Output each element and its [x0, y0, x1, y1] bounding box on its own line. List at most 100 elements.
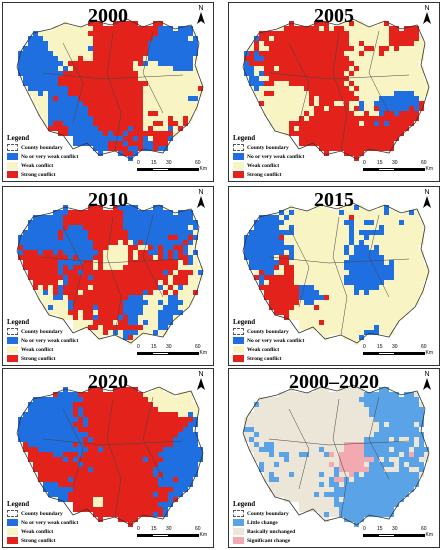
- map-cell: [183, 300, 188, 305]
- map-cell: [128, 270, 133, 275]
- map-cell: [274, 31, 279, 36]
- map-cell: [163, 260, 168, 265]
- map-cell: [173, 260, 178, 265]
- map-cell: [384, 462, 389, 467]
- map-cell: [178, 467, 183, 472]
- map-cell: [319, 61, 324, 66]
- map-cell: [153, 422, 158, 427]
- map-cell: [309, 462, 314, 467]
- map-cell: [123, 462, 128, 467]
- map-cell: [399, 220, 404, 225]
- map-cell: [33, 215, 38, 220]
- map-cell: [349, 432, 354, 437]
- map-cell: [379, 71, 384, 76]
- map-cell: [319, 71, 324, 76]
- map-cell: [53, 457, 58, 462]
- map-cell: [349, 512, 354, 517]
- map-cell: [314, 210, 319, 215]
- map-cell: [73, 310, 78, 315]
- map-cell: [58, 86, 63, 91]
- map-cell: [78, 81, 83, 86]
- map-cell: [334, 295, 339, 300]
- map-cell: [339, 417, 344, 422]
- map-cell: [284, 437, 289, 442]
- map-cell: [364, 467, 369, 472]
- map-cell: [88, 290, 93, 295]
- map-cell: [419, 437, 424, 442]
- map-cell: [43, 402, 48, 407]
- map-cell: [168, 91, 173, 96]
- map-cell: [284, 225, 289, 230]
- map-cell: [354, 442, 359, 447]
- map-cell: [178, 285, 183, 290]
- map-cell: [409, 61, 414, 66]
- map-cell: [63, 126, 68, 131]
- map-cell: [304, 46, 309, 51]
- map-cell: [314, 76, 319, 81]
- map-cell: [153, 21, 158, 26]
- map-cell: [354, 250, 359, 255]
- map-cell: [259, 230, 264, 235]
- map-cell: [138, 51, 143, 56]
- map-cell: [118, 285, 123, 290]
- map-cell: [279, 310, 284, 315]
- map-cell: [334, 131, 339, 136]
- map-cell: [88, 305, 93, 310]
- map-cell: [128, 131, 133, 136]
- map-cell: [364, 36, 369, 41]
- map-cell: [178, 392, 183, 397]
- map-cell: [158, 131, 163, 136]
- map-cell: [399, 427, 404, 432]
- map-cell: [118, 205, 123, 210]
- map-cell: [379, 141, 384, 146]
- map-cell: [163, 472, 168, 477]
- map-cell: [389, 46, 394, 51]
- map-cell: [68, 91, 73, 96]
- map-cell: [274, 290, 279, 295]
- map-cell: [173, 285, 178, 290]
- map-cell: [63, 432, 68, 437]
- map-cell: [18, 56, 23, 61]
- map-cell: [339, 452, 344, 457]
- map-cell: [88, 427, 93, 432]
- map-cell: [73, 300, 78, 305]
- map-cell: [369, 320, 374, 325]
- map-cell: [53, 462, 58, 467]
- map-cell: [68, 492, 73, 497]
- map-cell: [259, 462, 264, 467]
- map-cell: [339, 71, 344, 76]
- north-arrow-icon: N: [420, 371, 434, 393]
- map-cell: [143, 96, 148, 101]
- map-cell: [163, 265, 168, 270]
- map-cell: [374, 220, 379, 225]
- map-cell: [73, 402, 78, 407]
- map-cell: [103, 141, 108, 146]
- map-cell: [354, 146, 359, 151]
- map-cell: [33, 457, 38, 462]
- map-cell: [78, 126, 83, 131]
- map-cell: [128, 71, 133, 76]
- map-cell: [98, 41, 103, 46]
- map-cell: [33, 56, 38, 61]
- map-cell: [264, 245, 269, 250]
- map-cell: [88, 502, 93, 507]
- map-cell: [419, 280, 424, 285]
- map-cell: [259, 31, 264, 36]
- map-cell: [178, 250, 183, 255]
- map-cell: [279, 250, 284, 255]
- map-cell: [113, 402, 118, 407]
- map-cell: [133, 106, 138, 111]
- map-cell: [73, 26, 78, 31]
- map-cell: [404, 462, 409, 467]
- map-cell: [334, 462, 339, 467]
- map-cell: [128, 21, 133, 26]
- map-cell: [53, 397, 58, 402]
- legend-label: Basically unchanged: [247, 528, 296, 535]
- map-cell: [43, 467, 48, 472]
- map-cell: [314, 36, 319, 41]
- map-cell: [264, 215, 269, 220]
- map-cell: [404, 422, 409, 427]
- map-cell: [58, 427, 63, 432]
- map-cell: [168, 250, 173, 255]
- map-cell: [309, 285, 314, 290]
